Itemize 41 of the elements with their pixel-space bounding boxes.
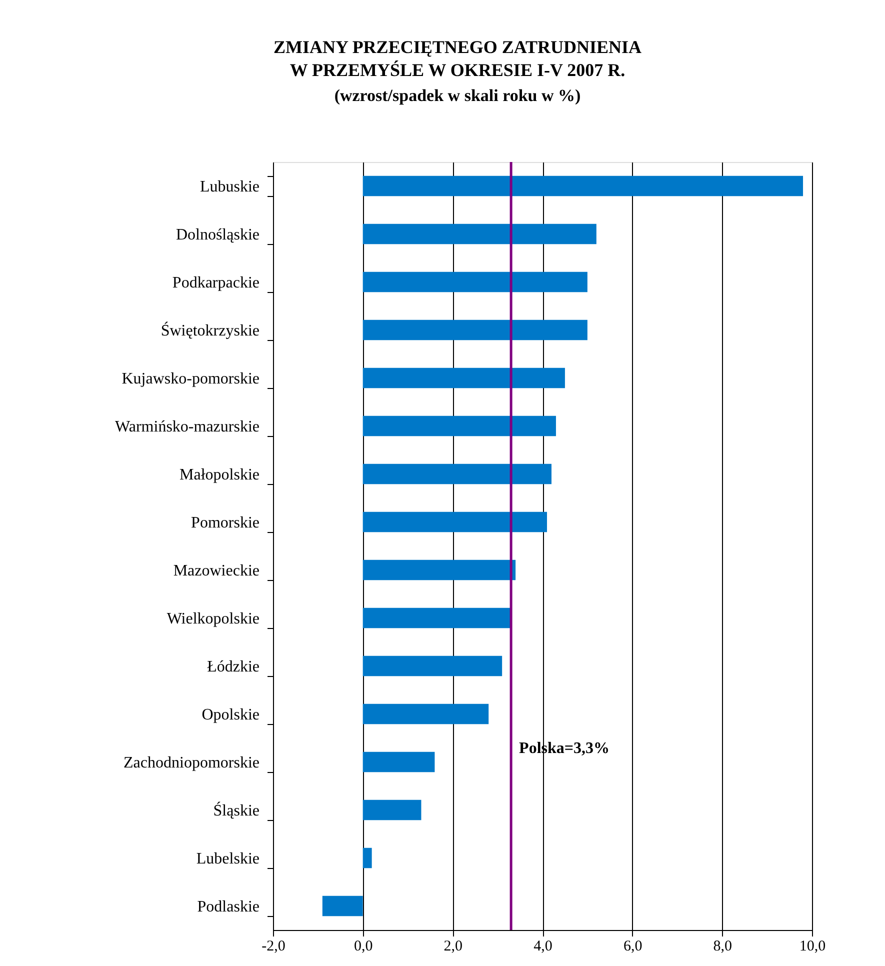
y-tick-label: Opolskie: [202, 706, 260, 724]
y-tick-label: Pomorskie: [191, 514, 260, 532]
bar: [362, 416, 556, 436]
bar: [362, 512, 547, 532]
bar: [362, 752, 435, 772]
chart-title: ZMIANY PRZECIĘTNEGO ZATRUDNIENIA W PRZEMYŚLE W OKRESIE I-V 2007 R.: [273, 37, 642, 80]
bar: [322, 896, 363, 916]
bar: [362, 176, 804, 196]
bar: [362, 464, 552, 484]
bar: [362, 272, 588, 292]
x-tick-label: 4,0: [534, 938, 552, 954]
bar: [362, 368, 565, 388]
bar: [362, 656, 502, 676]
y-tick-label: Łódzkie: [207, 658, 260, 676]
x-tick-label: 8,0: [713, 938, 732, 954]
bar: [362, 800, 422, 820]
y-tick-label: Śląskie: [213, 802, 260, 820]
x-tick-label: 2,0: [444, 938, 463, 954]
y-tick-label: Kujawsko-pomorskie: [122, 370, 260, 388]
x-tick-label: 6,0: [623, 938, 642, 954]
bar: [362, 608, 512, 628]
y-tick-label: Małopolskie: [180, 466, 260, 484]
bar: [362, 560, 516, 580]
bar: [362, 704, 489, 724]
y-tick-label: Świętokrzyskie: [160, 322, 260, 340]
y-tick-label: Wielkopolskie: [166, 610, 260, 628]
x-tick-label: 0,0: [354, 938, 373, 954]
bar: [362, 224, 596, 244]
y-tick-label: Podlaskie: [197, 898, 260, 916]
y-tick-label: Mazowieckie: [173, 562, 260, 580]
x-tick-label: 10,0: [799, 938, 826, 954]
x-tick-label: -2,0: [262, 938, 286, 954]
y-tick-label: Lubelskie: [196, 850, 260, 868]
chart-subtitle: (wzrost/spadek w skali roku w %): [334, 86, 581, 105]
y-tick-label: Lubuskie: [200, 178, 260, 196]
y-tick-label: Zachodniopomorskie: [124, 754, 260, 772]
y-tick-label: Dolnośląskie: [176, 226, 260, 244]
y-tick-label: Podkarpackie: [172, 274, 260, 292]
bar: [362, 320, 588, 340]
bar: [362, 848, 372, 868]
y-tick-label: Warmińsko-mazurskie: [115, 418, 260, 436]
